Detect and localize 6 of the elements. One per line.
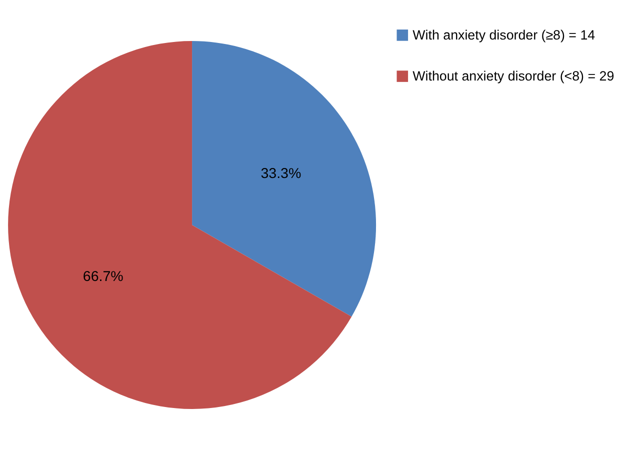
legend-label: With anxiety disorder (≥8) = 14: [412, 28, 596, 43]
pie-slice: [192, 40, 376, 317]
legend-label: Without anxiety disorder (<8) = 29: [412, 68, 614, 84]
pie-slice: [8, 40, 352, 409]
data-label: 66.7%: [82, 268, 124, 285]
data-label: 33.3%: [260, 166, 302, 182]
